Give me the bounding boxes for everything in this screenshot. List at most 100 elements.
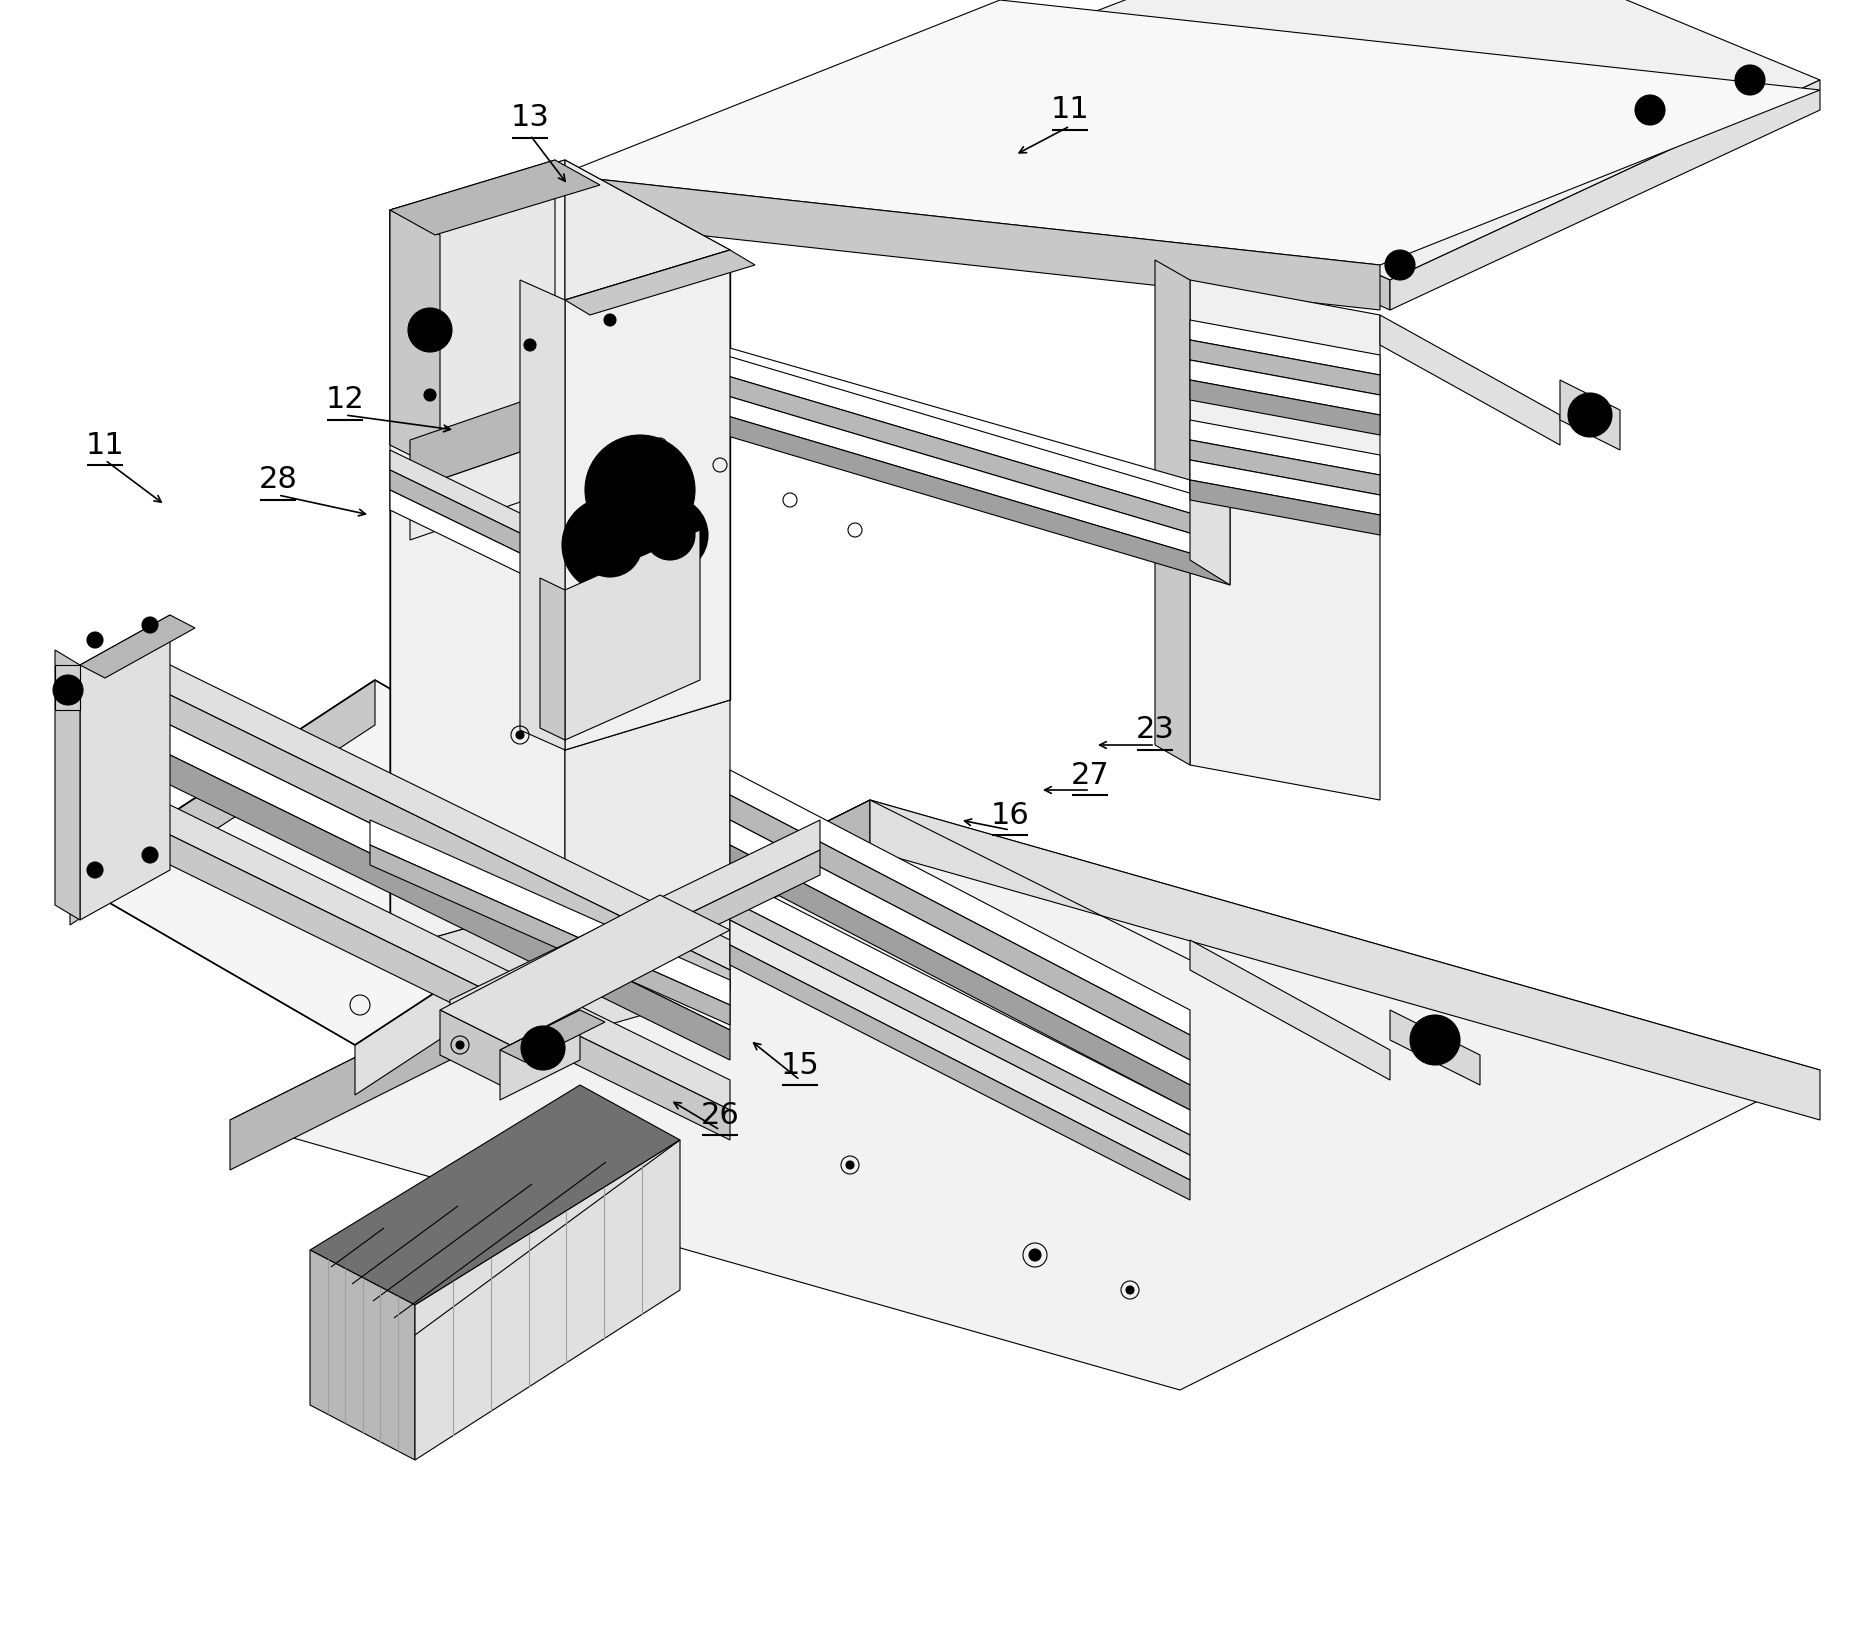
Circle shape	[1578, 403, 1602, 427]
Polygon shape	[930, 0, 1820, 280]
Polygon shape	[730, 899, 1191, 1155]
Polygon shape	[560, 175, 1380, 310]
Polygon shape	[389, 490, 730, 675]
Polygon shape	[230, 800, 870, 1170]
Polygon shape	[1391, 1010, 1481, 1086]
Circle shape	[1125, 1285, 1134, 1294]
Polygon shape	[640, 350, 1230, 544]
Text: 11: 11	[86, 431, 124, 459]
Circle shape	[1634, 96, 1664, 125]
Polygon shape	[1191, 320, 1380, 375]
Polygon shape	[640, 389, 1230, 586]
Polygon shape	[371, 845, 730, 1025]
Polygon shape	[730, 771, 1191, 1035]
Polygon shape	[870, 800, 1820, 1120]
Circle shape	[52, 675, 82, 705]
Polygon shape	[1155, 261, 1191, 766]
Polygon shape	[930, 74, 1391, 310]
Polygon shape	[560, 0, 1820, 266]
Polygon shape	[1191, 940, 1391, 1081]
Circle shape	[562, 497, 657, 592]
Polygon shape	[565, 530, 700, 739]
Polygon shape	[730, 820, 1191, 1086]
Polygon shape	[500, 1010, 580, 1101]
Polygon shape	[159, 830, 730, 1140]
Text: 23: 23	[1136, 716, 1174, 744]
Circle shape	[142, 846, 157, 863]
Circle shape	[524, 338, 535, 351]
Circle shape	[517, 731, 524, 739]
Circle shape	[520, 1026, 565, 1069]
Polygon shape	[565, 251, 730, 751]
Circle shape	[646, 510, 695, 559]
Circle shape	[1421, 1026, 1449, 1054]
Polygon shape	[1191, 480, 1230, 586]
Polygon shape	[230, 800, 1820, 1389]
Circle shape	[1030, 1249, 1041, 1261]
Circle shape	[1385, 251, 1415, 280]
Polygon shape	[389, 160, 554, 446]
Polygon shape	[580, 305, 1191, 500]
Polygon shape	[1191, 380, 1380, 436]
Polygon shape	[500, 1010, 605, 1063]
Polygon shape	[159, 660, 730, 970]
Polygon shape	[730, 921, 1191, 1180]
Polygon shape	[69, 680, 374, 926]
Circle shape	[408, 309, 451, 351]
Polygon shape	[730, 945, 1191, 1200]
Circle shape	[532, 1036, 554, 1059]
Polygon shape	[54, 665, 80, 710]
Polygon shape	[1191, 441, 1380, 495]
Polygon shape	[1191, 360, 1380, 416]
Polygon shape	[159, 719, 730, 1030]
Text: 27: 27	[1071, 761, 1110, 789]
Circle shape	[86, 861, 103, 878]
Circle shape	[1735, 64, 1765, 96]
Polygon shape	[389, 160, 601, 234]
Polygon shape	[80, 615, 195, 678]
Polygon shape	[410, 389, 554, 490]
Polygon shape	[580, 365, 1191, 559]
Text: 26: 26	[700, 1101, 739, 1130]
Text: 15: 15	[781, 1051, 820, 1079]
Polygon shape	[1191, 421, 1380, 475]
Polygon shape	[580, 325, 1191, 520]
Polygon shape	[449, 850, 820, 1054]
Polygon shape	[54, 650, 80, 921]
Polygon shape	[539, 578, 565, 739]
Polygon shape	[1559, 380, 1619, 450]
Circle shape	[578, 513, 642, 578]
Polygon shape	[449, 820, 820, 1030]
Polygon shape	[1380, 315, 1559, 446]
Polygon shape	[159, 800, 730, 1110]
Polygon shape	[520, 280, 565, 751]
Polygon shape	[159, 690, 730, 1000]
Circle shape	[605, 314, 616, 327]
Text: 11: 11	[1050, 96, 1090, 124]
Polygon shape	[311, 1251, 416, 1460]
Circle shape	[846, 1162, 854, 1168]
Polygon shape	[580, 345, 1191, 540]
Polygon shape	[1391, 79, 1820, 310]
Polygon shape	[416, 1140, 680, 1460]
Polygon shape	[410, 441, 554, 540]
Circle shape	[603, 452, 678, 528]
Polygon shape	[730, 795, 1191, 1059]
Polygon shape	[371, 820, 730, 1005]
Polygon shape	[640, 330, 1230, 525]
Polygon shape	[565, 160, 730, 990]
Polygon shape	[311, 1086, 680, 1305]
Circle shape	[142, 617, 157, 634]
Circle shape	[586, 436, 695, 544]
Polygon shape	[159, 751, 730, 1059]
Circle shape	[457, 1041, 464, 1049]
Polygon shape	[69, 680, 661, 1044]
Polygon shape	[730, 845, 1191, 1110]
Polygon shape	[440, 894, 730, 1044]
Polygon shape	[730, 874, 1191, 1135]
Polygon shape	[389, 450, 730, 635]
Text: 28: 28	[258, 465, 298, 495]
Polygon shape	[640, 370, 1230, 564]
Polygon shape	[389, 210, 440, 470]
Circle shape	[86, 632, 103, 648]
